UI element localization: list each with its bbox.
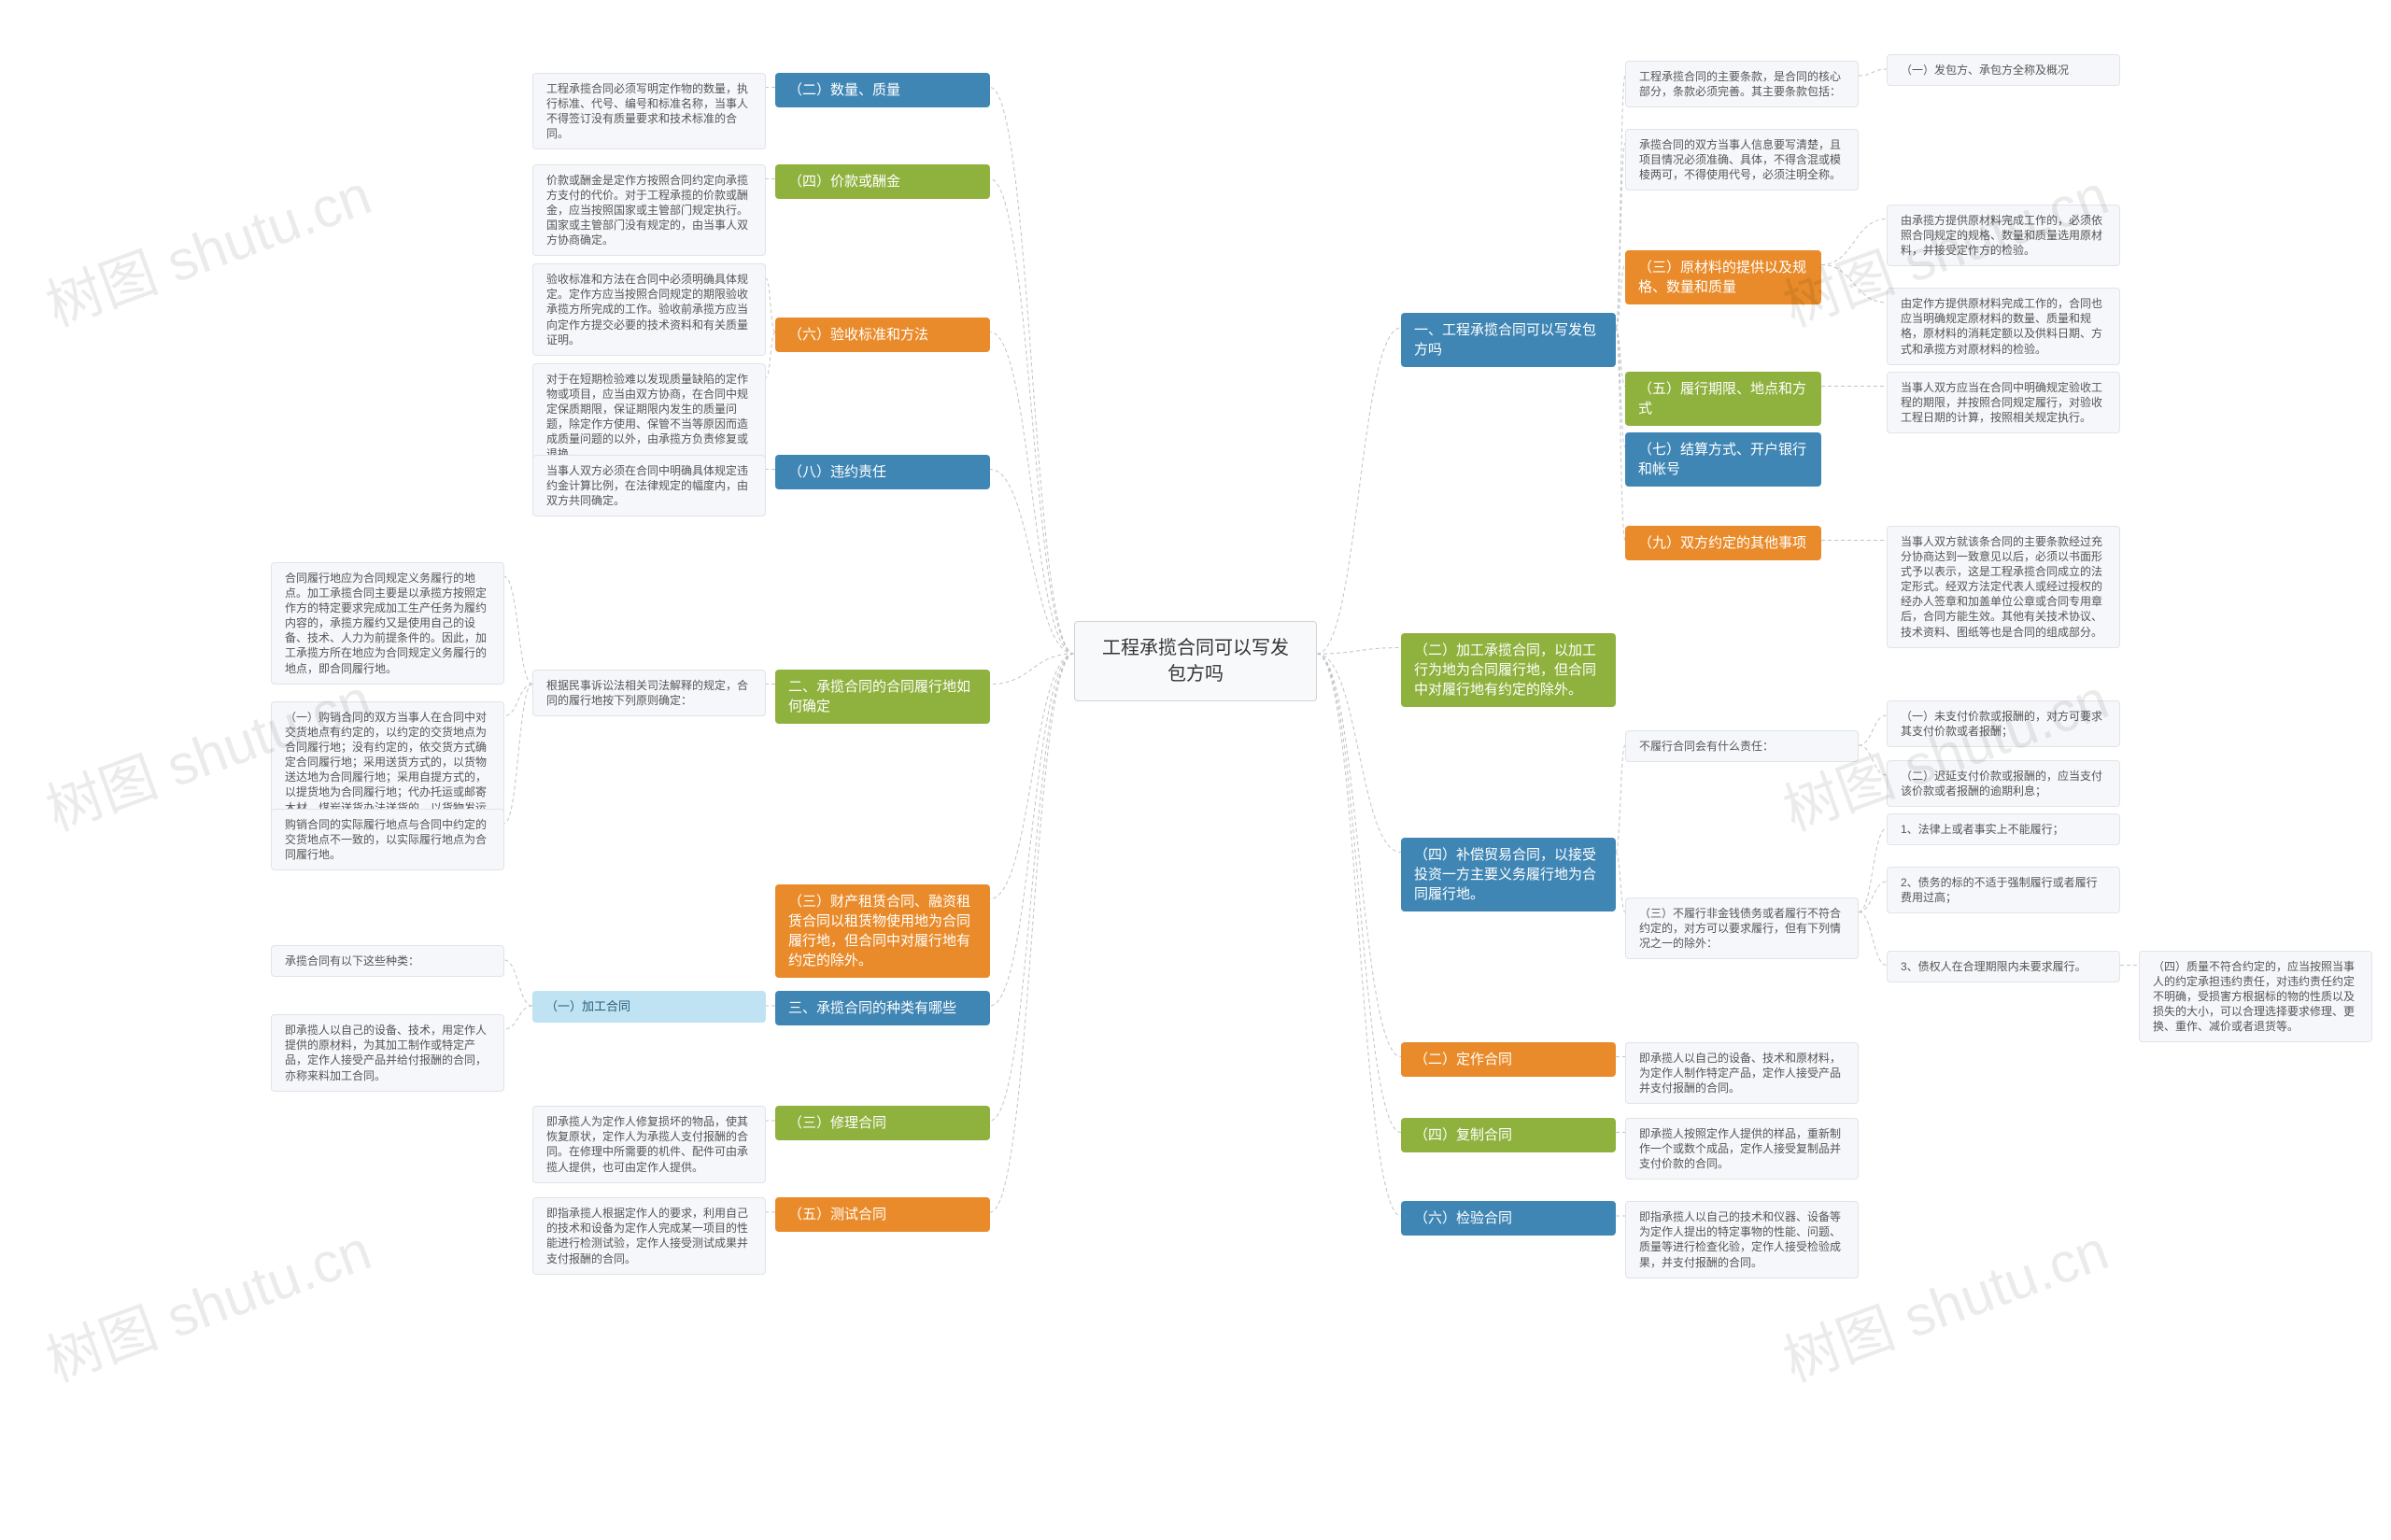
mindmap-node: 承揽合同有以下这些种类： — [271, 945, 504, 977]
mindmap-node: （四）质量不符合约定的，应当按照当事人的约定承担违约责任，对违约责任约定不明确，… — [2139, 951, 2372, 1043]
center-node: 工程承揽合同可以写发包方吗 — [1074, 621, 1317, 701]
mindmap-node: 2、债务的标的不适于强制履行或者履行费用过高； — [1887, 867, 2120, 913]
mindmap-node: 不履行合同会有什么责任： — [1625, 730, 1859, 762]
mindmap-node: 三、承揽合同的种类有哪些 — [775, 991, 990, 1025]
mindmap-node: 即承揽人按照定作人提供的样品，重新制作一个或数个成品，定作人接受复制品并支付价款… — [1625, 1118, 1859, 1180]
mindmap-node: （六）检验合同 — [1401, 1201, 1616, 1236]
mindmap-node: （三）财产租赁合同、融资租赁合同以租赁物使用地为合同履行地，但合同中对履行地有约… — [775, 884, 990, 978]
mindmap-node: （二）数量、质量 — [775, 73, 990, 107]
mindmap-node: （二）加工承揽合同，以加工行为地为合同履行地，但合同中对履行地有约定的除外。 — [1401, 633, 1616, 707]
mindmap-node: （四）复制合同 — [1401, 1118, 1616, 1152]
mindmap-node: （七）结算方式、开户银行和帐号 — [1625, 432, 1821, 487]
mindmap-node: （八）违约责任 — [775, 455, 990, 489]
watermark: 树图 shutu.cn — [34, 149, 380, 342]
mindmap-node: 由定作方提供原材料完成工作的，合同也应当明确规定原材料的数量、质量和规格，原材料… — [1887, 288, 2120, 365]
mindmap-node: 购销合同的实际履行地点与合同中约定的交货地点不一致的，以实际履行地点为合同履行地… — [271, 809, 504, 871]
mindmap-node: （五）测试合同 — [775, 1197, 990, 1232]
mindmap-node: 由承揽方提供原材料完成工作的，必须依照合同规定的规格、数量和质量选用原材料，并接… — [1887, 205, 2120, 267]
mindmap-node: （二）定作合同 — [1401, 1042, 1616, 1077]
mindmap-node: 价款或酬金是定作方按照合同约定向承揽方支付的代价。对于工程承揽的价款或酬金，应当… — [532, 164, 766, 257]
watermark: 树图 shutu.cn — [34, 1205, 380, 1397]
mindmap-node: 即指承揽人以自己的技术和仪器、设备等为定作人提出的特定事物的性能、问题、质量等进… — [1625, 1201, 1859, 1279]
mindmap-node: （三）不履行非金钱债务或者履行不符合约定的，对方可以要求履行，但有下列情况之一的… — [1625, 897, 1859, 960]
mindmap-node: 3、债权人在合理期限内未要求履行。 — [1887, 951, 2120, 982]
mindmap-node: 即承揽人以自己的设备、技术和原材料，为定作人制作特定产品，定作人接受产品并支付报… — [1625, 1042, 1859, 1105]
mindmap-node: （三）修理合同 — [775, 1106, 990, 1140]
mindmap-node: 即承揽人为定作人修复损坏的物品，使其恢复原状，定作人为承揽人支付报酬的合同。在修… — [532, 1106, 766, 1183]
mindmap-node: （五）履行期限、地点和方式 — [1625, 372, 1821, 426]
mindmap-node: （九）双方约定的其他事项 — [1625, 526, 1821, 560]
mindmap-node: （一）未支付价款或报酬的，对方可要求其支付价款或者报酬； — [1887, 700, 2120, 747]
mindmap-node: 当事人双方必须在合同中明确具体规定违约金计算比例，在法律规定的幅度内，由双方共同… — [532, 455, 766, 517]
mindmap-node: （六）验收标准和方法 — [775, 318, 990, 352]
mindmap-node: （四）补偿贸易合同，以接受投资一方主要义务履行地为合同履行地。 — [1401, 838, 1616, 911]
mindmap-node: 工程承揽合同必须写明定作物的数量，执行标准、代号、编号和标准名称，当事人不得签订… — [532, 73, 766, 150]
mindmap-node: 根据民事诉讼法相关司法解释的规定，合同的履行地按下列原则确定： — [532, 670, 766, 716]
mindmap-node: 当事人双方应当在合同中明确规定验收工程的期限，并按照合同规定履行，对验收工程日期… — [1887, 372, 2120, 434]
mindmap-node: 即指承揽人根据定作人的要求，利用自己的技术和设备为定作人完成某一项目的性能进行检… — [532, 1197, 766, 1275]
mindmap-node: 一、工程承揽合同可以写发包方吗 — [1401, 313, 1616, 367]
mindmap-node: 当事人双方就该条合同的主要条款经过充分协商达到一致意见以后，必须以书面形式予以表… — [1887, 526, 2120, 648]
mindmap-node: 承揽合同的双方当事人信息要写清楚，且项目情况必须准确、具体，不得含混或模棱两可，… — [1625, 129, 1859, 191]
mindmap-node: 即承揽人以自己的设备、技术，用定作人提供的原材料，为其加工制作或特定产品，定作人… — [271, 1014, 504, 1092]
mindmap-node: （二）迟延支付价款或报酬的，应当支付该价款或者报酬的逾期利息； — [1887, 760, 2120, 807]
mindmap-node: 验收标准和方法在合同中必须明确具体规定。定作方应当按照合同规定的期限验收承揽方所… — [532, 263, 766, 356]
mindmap-node: （三）原材料的提供以及规格、数量和质量 — [1625, 250, 1821, 304]
mindmap-node: （一）发包方、承包方全称及概况 — [1887, 54, 2120, 86]
mindmap-node: 1、法律上或者事实上不能履行； — [1887, 813, 2120, 845]
mindmap-node: 合同履行地应为合同规定义务履行的地点。加工承揽合同主要是以承揽方按照定作方的特定… — [271, 562, 504, 685]
mindmap-node: （一）加工合同 — [532, 991, 766, 1023]
mindmap-node: 工程承揽合同的主要条款，是合同的核心部分，条款必须完善。其主要条款包括： — [1625, 61, 1859, 107]
mindmap-node: （四）价款或酬金 — [775, 164, 990, 199]
mindmap-node: 二、承揽合同的合同履行地如何确定 — [775, 670, 990, 724]
